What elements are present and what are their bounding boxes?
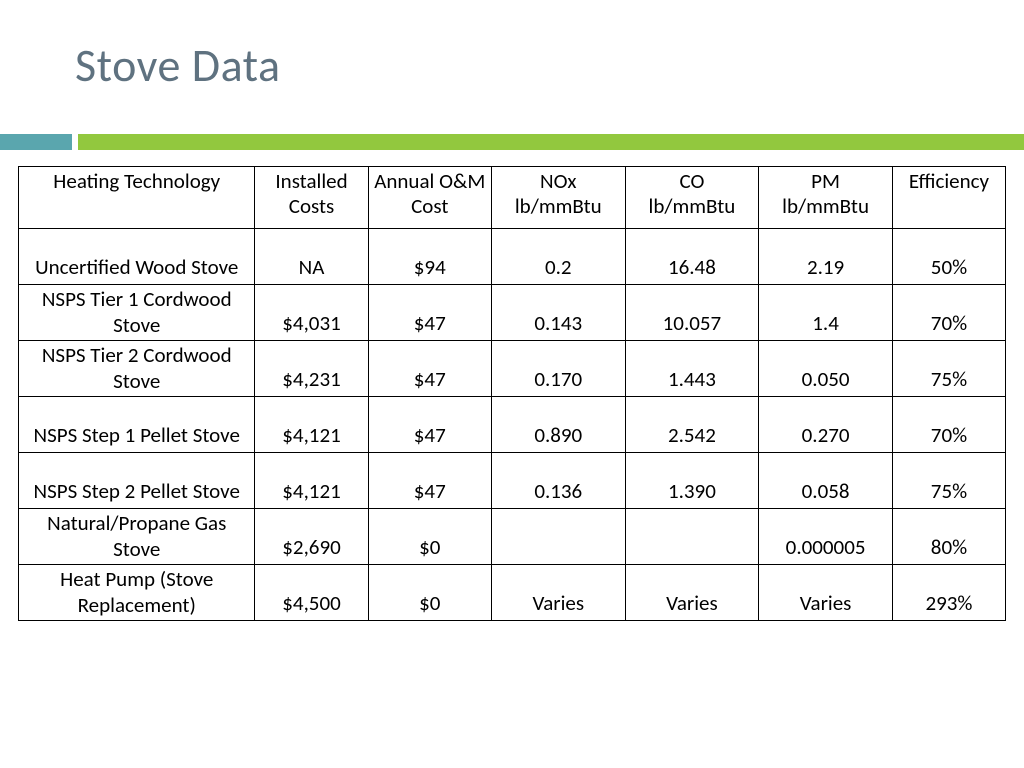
cell-tech-name: NSPS Step 2 Pellet Stove (19, 453, 255, 509)
col-header: Efficiency (892, 167, 1005, 229)
cell-value: 80% (892, 509, 1005, 565)
cell-value: $4,231 (255, 341, 368, 397)
cell-value: 70% (892, 285, 1005, 341)
cell-value: $0 (368, 565, 491, 621)
cell-value: $4,031 (255, 285, 368, 341)
cell-value: 0.058 (759, 453, 893, 509)
cell-value: 0.170 (491, 341, 625, 397)
stove-data-table: Heating TechnologyInstalledCostsAnnual O… (18, 166, 1006, 621)
cell-tech-name: Natural/Propane Gas Stove (19, 509, 255, 565)
col-header: COlb/mmBtu (625, 167, 759, 229)
accent-green-block (78, 134, 1024, 150)
cell-value: 75% (892, 341, 1005, 397)
cell-value: 1.443 (625, 341, 759, 397)
cell-value: 1.390 (625, 453, 759, 509)
table-row: Uncertified Wood StoveNA$940.216.482.195… (19, 229, 1006, 285)
cell-value: 16.48 (625, 229, 759, 285)
page-title: Stove Data (75, 38, 281, 94)
cell-value: 70% (892, 397, 1005, 453)
col-header: InstalledCosts (255, 167, 368, 229)
table-row: Natural/Propane Gas Stove$2,690$0 0.00000… (19, 509, 1006, 565)
cell-value: 10.057 (625, 285, 759, 341)
cell-tech-name: NSPS Tier 1 Cordwood Stove (19, 285, 255, 341)
accent-bar (0, 134, 1024, 150)
cell-value: 2.19 (759, 229, 893, 285)
cell-tech-name: NSPS Tier 2 Cordwood Stove (19, 341, 255, 397)
cell-value: $47 (368, 453, 491, 509)
table-row: NSPS Tier 1 Cordwood Stove$4,031$470.143… (19, 285, 1006, 341)
cell-value: $4,500 (255, 565, 368, 621)
cell-value: 1.4 (759, 285, 893, 341)
table-row: Heat Pump (Stove Replacement)$4,500$0Var… (19, 565, 1006, 621)
cell-value: $4,121 (255, 453, 368, 509)
cell-value: 0.143 (491, 285, 625, 341)
col-header: NOxlb/mmBtu (491, 167, 625, 229)
cell-value: NA (255, 229, 368, 285)
accent-teal-block (0, 134, 72, 150)
col-header: Heating Technology (19, 167, 255, 229)
cell-value: $4,121 (255, 397, 368, 453)
cell-value: 75% (892, 453, 1005, 509)
cell-value: $0 (368, 509, 491, 565)
table-row: NSPS Tier 2 Cordwood Stove$4,231$470.170… (19, 341, 1006, 397)
cell-value (491, 509, 625, 565)
cell-value: $2,690 (255, 509, 368, 565)
cell-value: 50% (892, 229, 1005, 285)
cell-value: $47 (368, 285, 491, 341)
cell-value: Varies (491, 565, 625, 621)
cell-value: $47 (368, 341, 491, 397)
cell-value: 0.270 (759, 397, 893, 453)
cell-tech-name: Uncertified Wood Stove (19, 229, 255, 285)
cell-value: 0.890 (491, 397, 625, 453)
cell-value: 0.050 (759, 341, 893, 397)
table-row: NSPS Step 1 Pellet Stove$4,121$470.8902.… (19, 397, 1006, 453)
cell-value: $94 (368, 229, 491, 285)
cell-value: $47 (368, 397, 491, 453)
table-row: NSPS Step 2 Pellet Stove$4,121$470.1361.… (19, 453, 1006, 509)
cell-value (625, 509, 759, 565)
stove-table-wrap: Heating TechnologyInstalledCostsAnnual O… (18, 166, 1006, 621)
cell-value: 0.136 (491, 453, 625, 509)
cell-value: 0.2 (491, 229, 625, 285)
cell-value: Varies (759, 565, 893, 621)
cell-value: 293% (892, 565, 1005, 621)
table-header-row: Heating TechnologyInstalledCostsAnnual O… (19, 167, 1006, 229)
cell-value: 2.542 (625, 397, 759, 453)
col-header: Annual O&MCost (368, 167, 491, 229)
cell-tech-name: Heat Pump (Stove Replacement) (19, 565, 255, 621)
cell-value: 0.000005 (759, 509, 893, 565)
col-header: PMlb/mmBtu (759, 167, 893, 229)
cell-value: Varies (625, 565, 759, 621)
cell-tech-name: NSPS Step 1 Pellet Stove (19, 397, 255, 453)
